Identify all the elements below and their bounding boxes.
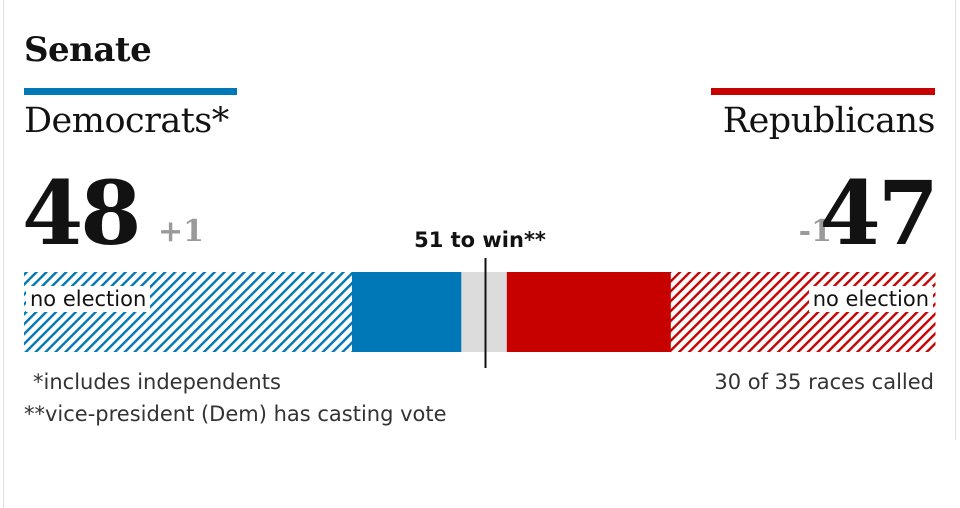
independents-footnote: *includes independents — [33, 370, 281, 394]
republicans-seat-change: -1 — [798, 214, 832, 249]
bar-segment-none-uncalled — [461, 272, 508, 352]
democrats-no-election-label: no election — [26, 286, 151, 312]
democrats-label: Democrats* — [24, 101, 229, 141]
chart-title: Senate — [24, 30, 152, 70]
republicans-color-rule — [711, 88, 935, 95]
republicans-seat-count: 47 — [819, 161, 939, 265]
bar-segment-rep-no-election — [670, 272, 936, 352]
vice-president-footnote: **vice-president (Dem) has casting vote — [24, 402, 447, 426]
frame-left-border — [3, 0, 4, 508]
bar-segment-rep-won — [506, 272, 672, 352]
republicans-no-election-label: no election — [808, 286, 933, 312]
democrats-color-rule — [24, 88, 237, 95]
bar-segment-dem-won — [351, 272, 462, 352]
republicans-label: Republicans — [722, 101, 936, 141]
majority-label: 51 to win** — [414, 228, 546, 252]
frame-right-border — [955, 0, 956, 440]
democrats-seat-count: 48 — [22, 161, 141, 265]
races-called-status: 30 of 35 races called — [714, 370, 934, 394]
bar-segment-dem-no-election — [24, 272, 353, 352]
democrats-seat-change: +1 — [158, 214, 205, 249]
